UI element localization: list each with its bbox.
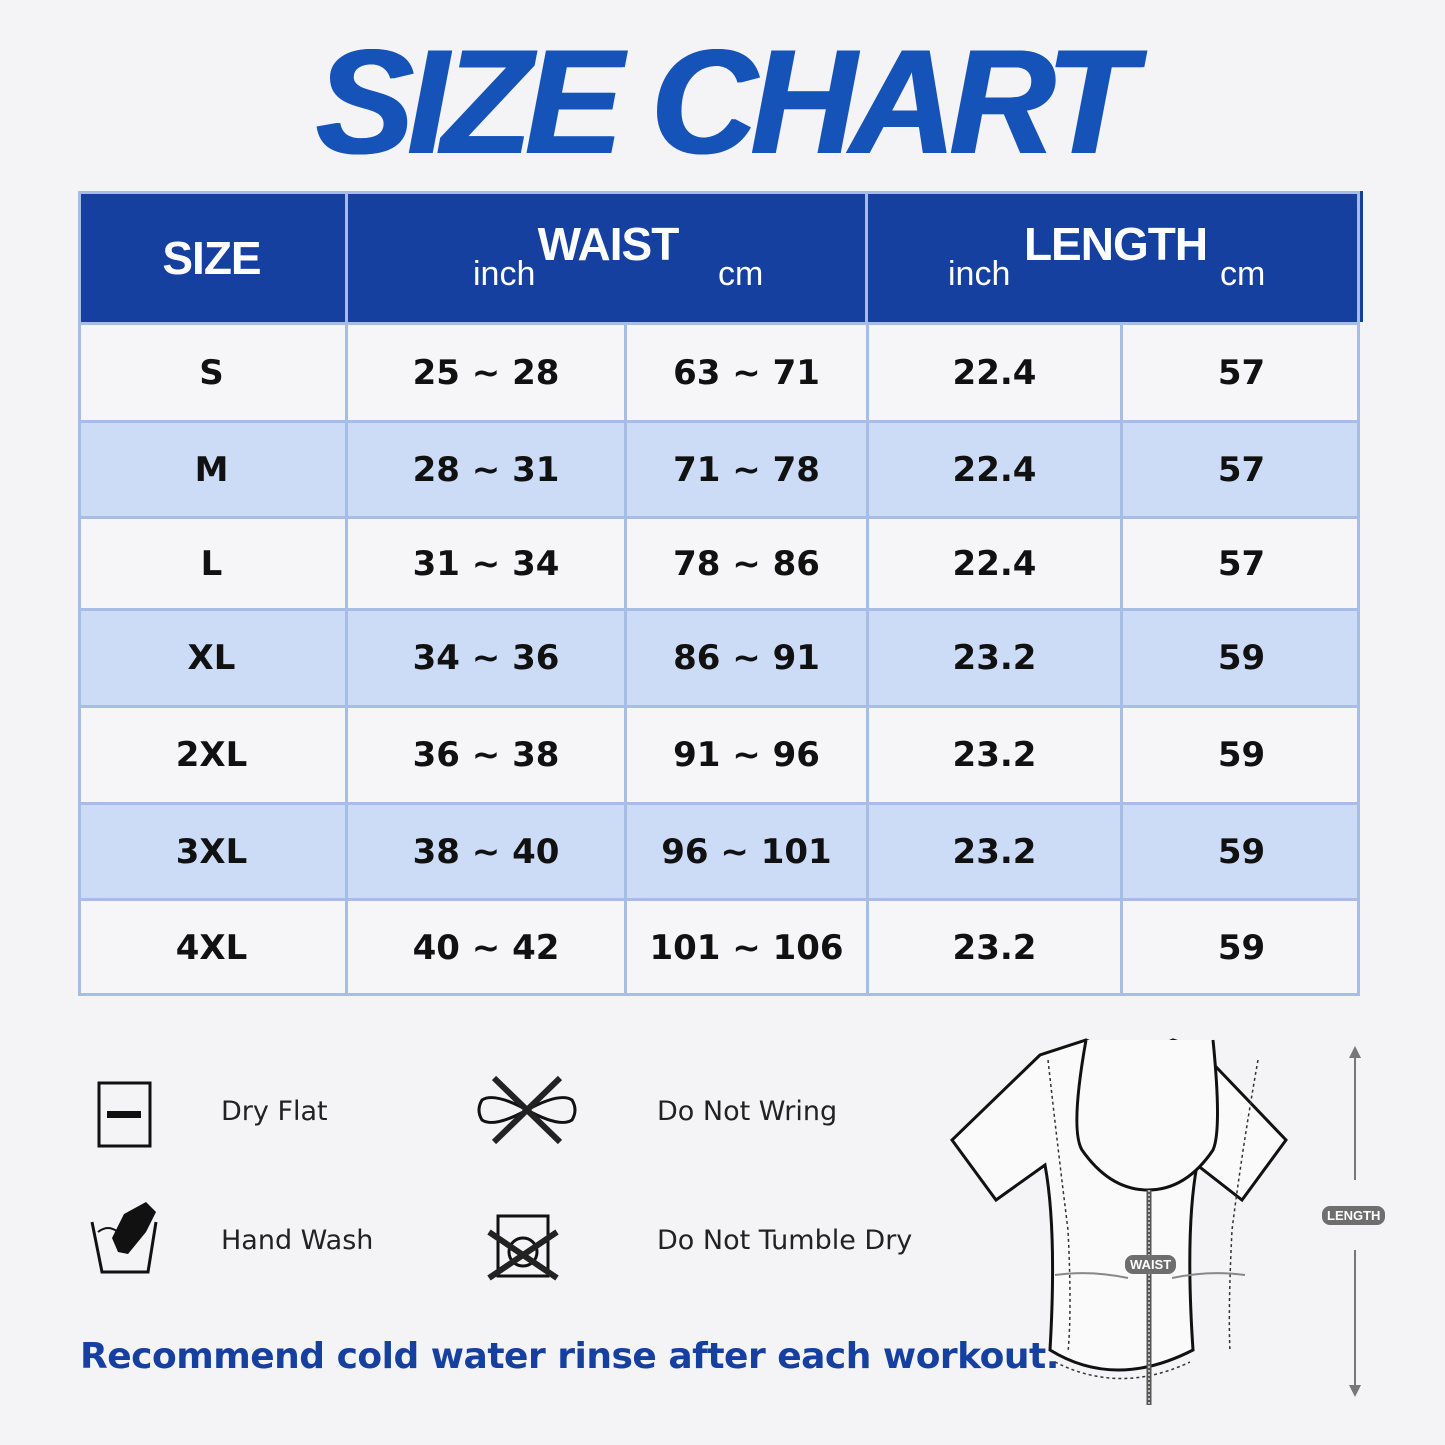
cell-waist-cm: 63 ~ 71 [624, 325, 866, 420]
cell-length-cm: 57 [1120, 423, 1360, 516]
header-size: SIZE [78, 191, 345, 322]
care-label-do-not-wring: Do Not Wring [657, 1096, 838, 1127]
cell-length-inch: 22.4 [866, 519, 1120, 608]
cell-length-cm: 57 [1120, 519, 1360, 608]
table-row: 2XL 36 ~ 38 91 ~ 96 23.2 59 [78, 705, 1360, 802]
cell-waist-inch: 36 ~ 38 [345, 708, 624, 802]
cell-waist-cm: 78 ~ 86 [624, 519, 866, 608]
cell-length-inch: 23.2 [866, 901, 1120, 995]
cell-length-inch: 23.2 [866, 611, 1120, 705]
table-row: 3XL 38 ~ 40 96 ~ 101 23.2 59 [78, 802, 1360, 898]
cell-waist-cm: 91 ~ 96 [624, 708, 866, 802]
cell-length-cm: 59 [1120, 611, 1360, 705]
header-size-label: SIZE [162, 232, 261, 284]
page-title: SIZE CHART [315, 18, 1135, 185]
header-waist-label: WAIST [537, 218, 680, 270]
hand-wash-icon [90, 1202, 158, 1274]
cell-waist-cm: 71 ~ 78 [624, 423, 866, 516]
garment-diagram [950, 1038, 1361, 1405]
cell-size: XL [187, 638, 236, 678]
do-not-tumble-dry-icon [487, 1214, 559, 1281]
cell-waist-cm: 96 ~ 101 [624, 805, 866, 898]
dry-flat-icon [97, 1081, 152, 1148]
header-length-label: LENGTH [1023, 218, 1208, 270]
table-row: S 25 ~ 28 63 ~ 71 22.4 57 [78, 322, 1360, 420]
cell-length-inch: 22.4 [866, 325, 1120, 420]
header-waist: WAIST inch cm [345, 191, 868, 322]
cell-size: L [200, 543, 223, 584]
length-label: LENGTH [1322, 1206, 1386, 1225]
cell-size: S [199, 352, 224, 393]
cell-waist-inch: 25 ~ 28 [345, 325, 624, 420]
cell-waist-inch: 34 ~ 36 [345, 611, 624, 705]
cell-size: 4XL [175, 928, 248, 968]
cell-length-cm: 59 [1120, 805, 1360, 898]
cell-waist-cm: 101 ~ 106 [624, 901, 866, 995]
header-length-cm: cm [1220, 255, 1266, 293]
care-label-hand-wash: Hand Wash [221, 1225, 374, 1256]
care-label-do-not-tumble-dry: Do Not Tumble Dry [657, 1225, 913, 1256]
cell-length-cm: 59 [1120, 708, 1360, 802]
care-note: Recommend cold water rinse after each wo… [80, 1336, 1059, 1377]
header-length: LENGTH inch cm [865, 191, 1363, 322]
cell-size: 2XL [175, 735, 248, 775]
cell-length-cm: 57 [1120, 325, 1360, 420]
do-not-wring-icon [477, 1075, 577, 1145]
header-waist-cm: cm [718, 255, 764, 293]
cell-length-inch: 23.2 [866, 805, 1120, 898]
waist-label: WAIST [1125, 1255, 1177, 1274]
cell-length-inch: 23.2 [866, 708, 1120, 802]
cell-length-cm: 59 [1120, 901, 1360, 995]
cell-waist-inch: 31 ~ 34 [345, 519, 624, 608]
table-row: M 28 ~ 31 71 ~ 78 22.4 57 [78, 420, 1360, 516]
cell-size: 3XL [175, 831, 248, 872]
header-length-inch: inch [948, 255, 1011, 293]
table-row: 4XL 40 ~ 42 101 ~ 106 23.2 59 [78, 898, 1360, 995]
cell-length-inch: 22.4 [866, 423, 1120, 516]
cell-waist-inch: 38 ~ 40 [345, 805, 624, 898]
cell-waist-cm: 86 ~ 91 [624, 611, 866, 705]
table-row: L 31 ~ 34 78 ~ 86 22.4 57 [78, 516, 1360, 608]
care-label-dry-flat: Dry Flat [221, 1096, 328, 1127]
header-waist-inch: inch [473, 255, 536, 293]
cell-waist-inch: 28 ~ 31 [345, 423, 624, 516]
table-row: XL 34 ~ 36 86 ~ 91 23.2 59 [78, 608, 1360, 705]
cell-size: M [194, 449, 229, 490]
cell-waist-inch: 40 ~ 42 [345, 901, 624, 995]
